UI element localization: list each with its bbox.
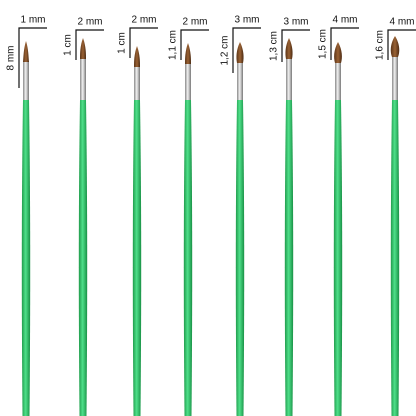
length-label: 1,3 cm: [269, 31, 280, 61]
brush-handle: [284, 100, 294, 416]
brush: 4 mm 1,5 cm: [318, 15, 359, 416]
width-label: 3 mm: [284, 17, 309, 28]
brush: 3 mm 1,3 cm: [269, 17, 310, 416]
dimension-bracket: [75, 29, 104, 60]
brush-ferrule: [392, 56, 398, 100]
width-label: 3 mm: [235, 15, 260, 26]
width-label: 4 mm: [390, 17, 415, 28]
brush-ferrule: [286, 58, 292, 100]
dimension-bracket: [387, 29, 416, 60]
length-label: 1,2 cm: [220, 35, 231, 65]
width-label: 2 mm: [78, 17, 103, 28]
brush-tip: [134, 46, 140, 67]
brush-tip: [185, 43, 191, 64]
brush-tip: [390, 36, 400, 57]
brush-ferrule: [335, 62, 341, 100]
width-label: 2 mm: [183, 17, 208, 28]
length-label: 1,1 cm: [168, 30, 179, 60]
brush-handle: [183, 100, 193, 416]
length-label: 8 mm: [6, 46, 17, 71]
brush: 4 mm 1,6 cm: [375, 17, 416, 416]
brush-tip: [80, 38, 86, 59]
dimension-bracket: [129, 27, 158, 58]
brush-handle: [132, 100, 142, 416]
brush-handle: [235, 100, 245, 416]
brush-tip: [23, 41, 29, 62]
brush-tip: [285, 38, 293, 59]
dimension-bracket: [180, 29, 209, 60]
length-label: 1 cm: [117, 32, 128, 54]
brush: 2 mm 1 cm: [117, 15, 158, 416]
brush-tip: [334, 42, 342, 63]
brush-tip: [236, 42, 244, 63]
width-label: 4 mm: [333, 15, 358, 26]
brush-handle: [78, 100, 88, 416]
brush-ferrule: [80, 58, 86, 100]
dimension-bracket: [281, 29, 310, 62]
brush-ferrule: [185, 63, 191, 100]
brush-handle: [390, 100, 400, 416]
brush: 2 mm 1 cm: [63, 17, 104, 416]
brush-handle: [21, 100, 31, 416]
length-label: 1,6 cm: [375, 30, 386, 60]
dimension-bracket: [330, 27, 359, 60]
brush-ferrule: [23, 61, 29, 100]
width-label: 2 mm: [132, 15, 157, 26]
dimension-bracket: [232, 27, 261, 73]
brush-ferrule: [237, 62, 243, 100]
brush-ferrule: [134, 66, 140, 100]
brush-handle: [333, 100, 343, 416]
brush: 2 mm 1,1 cm: [168, 17, 209, 416]
length-label: 1 cm: [63, 34, 74, 56]
brush: 3 mm 1,2 cm: [220, 15, 261, 416]
brush: 1 mm 8 mm: [6, 15, 47, 416]
length-label: 1,5 cm: [318, 29, 329, 59]
dimension-bracket: [18, 27, 47, 88]
width-label: 1 mm: [21, 15, 46, 26]
